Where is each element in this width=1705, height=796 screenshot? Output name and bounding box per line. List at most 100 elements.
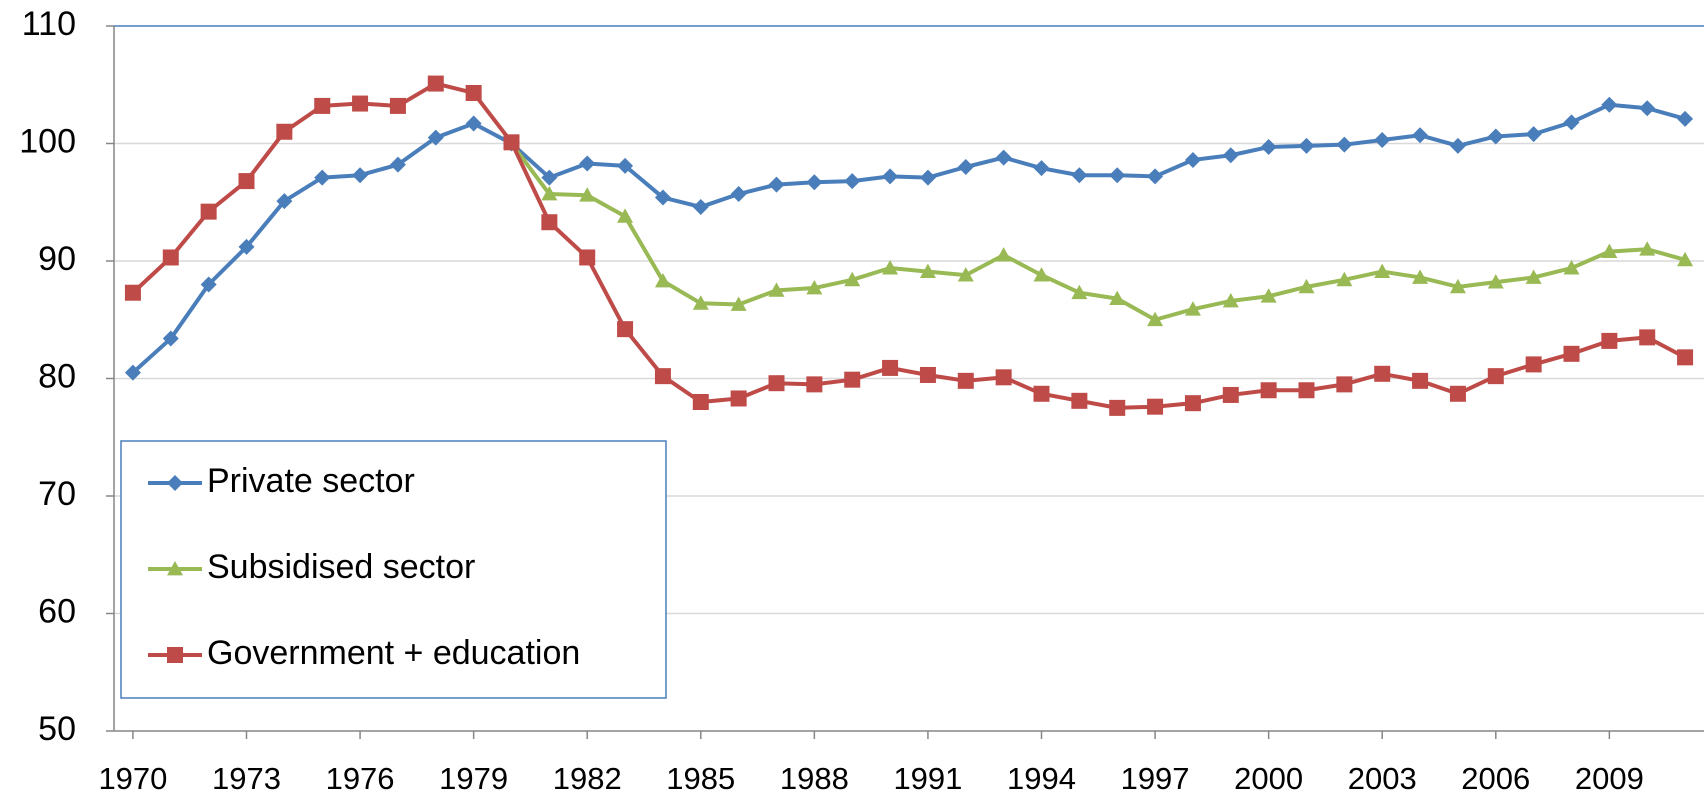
point xyxy=(1147,311,1164,327)
x-tick-label: 1988 xyxy=(780,761,849,796)
point xyxy=(1525,126,1542,143)
x-tick-label: 1982 xyxy=(553,761,622,796)
point xyxy=(1109,290,1126,305)
point xyxy=(1184,151,1201,168)
point xyxy=(1260,139,1277,156)
point xyxy=(1109,167,1126,184)
point xyxy=(427,129,444,146)
point xyxy=(541,214,558,231)
point xyxy=(1677,349,1694,366)
point xyxy=(1677,251,1694,267)
point xyxy=(1525,356,1542,373)
point xyxy=(238,173,255,190)
point xyxy=(730,296,747,311)
x-tick-label: 2009 xyxy=(1575,761,1644,796)
point xyxy=(465,115,482,132)
point xyxy=(352,167,369,184)
y-tick-label: 80 xyxy=(38,357,76,395)
point xyxy=(541,186,558,201)
legend-label: Government + education xyxy=(207,634,580,672)
point xyxy=(1639,241,1656,256)
point xyxy=(352,95,369,112)
series-line xyxy=(131,102,1686,375)
point xyxy=(1033,267,1050,282)
point xyxy=(806,174,823,191)
point xyxy=(995,369,1012,386)
point xyxy=(503,134,520,151)
point xyxy=(541,169,558,186)
point xyxy=(1071,284,1088,300)
point xyxy=(1071,392,1088,409)
point xyxy=(579,249,596,266)
point xyxy=(768,375,785,392)
point xyxy=(882,359,899,376)
point xyxy=(1071,167,1088,184)
x-tick-label: 1997 xyxy=(1121,761,1190,796)
point xyxy=(957,372,974,389)
point xyxy=(919,263,936,278)
point xyxy=(1601,243,1618,258)
point xyxy=(1449,278,1466,294)
point xyxy=(1260,382,1277,399)
point xyxy=(919,169,936,186)
legend-box xyxy=(120,440,667,699)
point xyxy=(654,368,671,385)
point xyxy=(730,390,747,407)
point xyxy=(844,371,861,388)
point xyxy=(162,330,179,347)
point xyxy=(1260,288,1277,303)
point xyxy=(1298,137,1315,154)
point xyxy=(1298,382,1315,399)
point xyxy=(1601,96,1618,113)
point xyxy=(1374,263,1391,278)
point xyxy=(1222,147,1239,164)
point xyxy=(1487,274,1504,289)
x-tick-label: 1973 xyxy=(212,761,281,796)
x-tick-label: 2006 xyxy=(1461,761,1530,796)
point xyxy=(654,189,671,206)
x-tick-label: 1991 xyxy=(893,761,962,796)
point xyxy=(1412,269,1429,284)
point xyxy=(1222,292,1239,308)
point xyxy=(995,149,1012,166)
point xyxy=(692,394,709,410)
point xyxy=(1525,269,1542,284)
point xyxy=(957,267,974,282)
point xyxy=(1449,137,1466,154)
point xyxy=(654,272,671,288)
point xyxy=(1147,398,1164,415)
point xyxy=(162,249,179,266)
x-tick-label: 2003 xyxy=(1348,761,1417,796)
point xyxy=(1222,386,1239,403)
point xyxy=(692,198,709,215)
point xyxy=(919,366,936,383)
y-tick-label: 100 xyxy=(19,122,76,160)
point xyxy=(1601,332,1618,349)
x-tick-label: 1985 xyxy=(666,761,735,796)
point xyxy=(844,173,861,190)
point xyxy=(617,157,634,174)
point xyxy=(1109,399,1126,416)
point xyxy=(844,271,861,287)
point xyxy=(276,193,293,210)
point xyxy=(768,176,785,193)
x-tick-label: 1994 xyxy=(1007,761,1076,796)
y-tick-label: 70 xyxy=(38,475,76,513)
point xyxy=(1563,260,1580,275)
point xyxy=(1374,365,1391,382)
point xyxy=(1184,301,1201,316)
point xyxy=(995,247,1012,262)
point xyxy=(806,280,823,295)
point xyxy=(1412,127,1429,144)
legend-marker xyxy=(167,475,183,491)
point xyxy=(200,276,217,293)
point xyxy=(692,295,709,310)
legend-label: Subsidised sector xyxy=(207,548,475,586)
point xyxy=(1336,136,1353,153)
y-tick-label: 110 xyxy=(22,5,76,43)
x-tick-label: 1976 xyxy=(326,761,395,796)
point xyxy=(768,282,785,297)
point xyxy=(1563,114,1580,131)
point xyxy=(314,169,331,186)
